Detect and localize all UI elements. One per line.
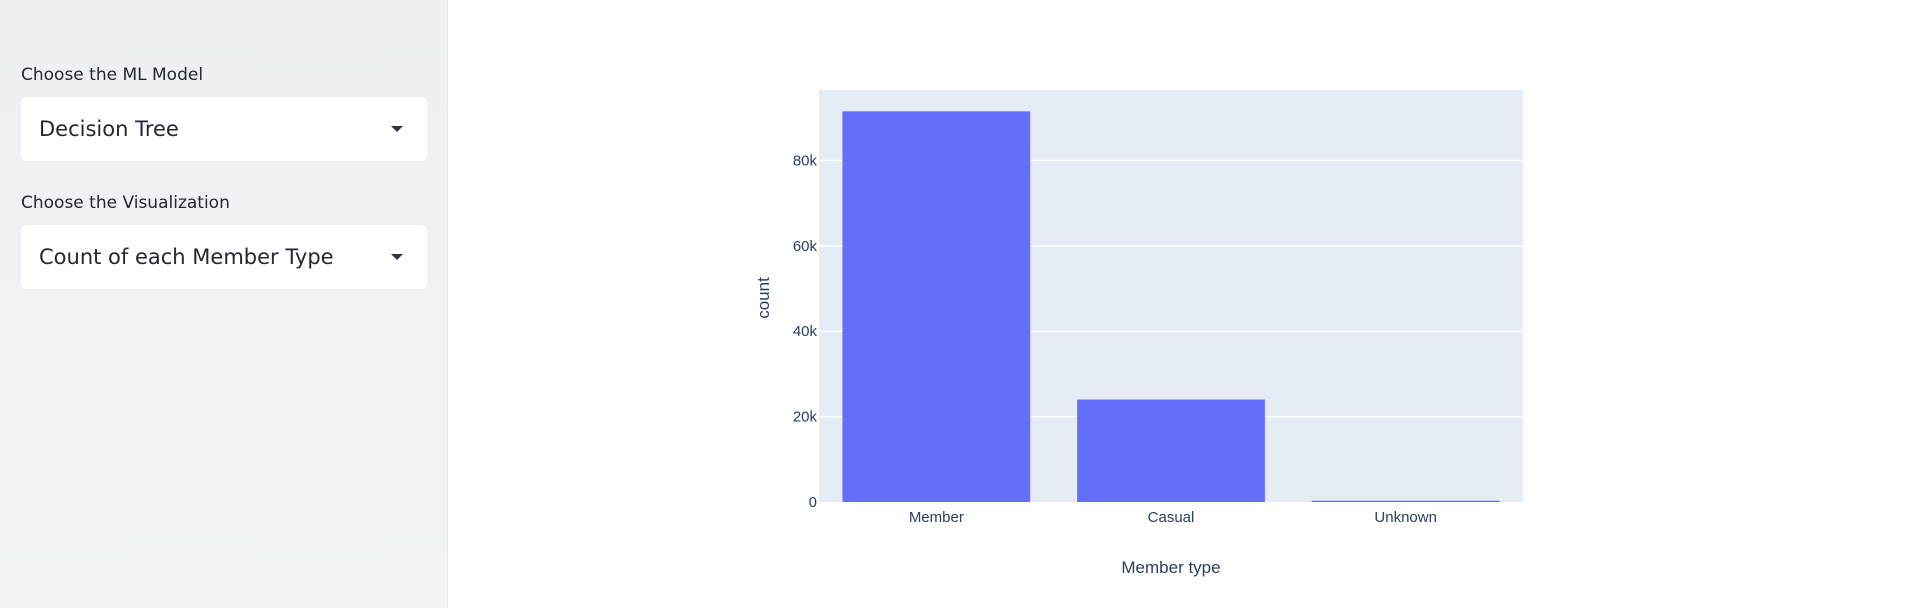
bars	[842, 111, 1500, 502]
y-tick-label: 60k	[793, 238, 818, 255]
main-content: 0 20k 40k 60k 80k Member Casual Unknown count …	[448, 0, 1920, 608]
y-tick-label: 80k	[793, 152, 818, 169]
sidebar: Choose the ML Model Decision Tree Choose…	[0, 0, 448, 608]
x-tick-labels: Member Casual Unknown	[909, 509, 1437, 526]
y-tick-label: 40k	[793, 323, 818, 340]
y-axis-title: count	[754, 277, 773, 319]
bar-member[interactable]	[842, 111, 1031, 502]
chevron-down-icon	[391, 126, 403, 132]
viz-select[interactable]: Count of each Member Type	[21, 225, 427, 289]
model-select[interactable]: Decision Tree	[21, 97, 427, 161]
x-axis-title: Member type	[1121, 558, 1220, 577]
bar-casual[interactable]	[1077, 399, 1265, 502]
chevron-down-icon	[391, 254, 403, 260]
bar-unknown[interactable]	[1311, 500, 1500, 502]
viz-select-label: Choose the Visualization	[21, 193, 230, 213]
x-tick-label: Unknown	[1374, 509, 1437, 526]
model-select-value: Decision Tree	[39, 117, 179, 141]
y-tick-label: 0	[809, 494, 817, 511]
model-select-label: Choose the ML Model	[21, 65, 204, 85]
y-tick-label: 20k	[793, 409, 818, 426]
y-tick-labels: 0 20k 40k 60k 80k	[793, 152, 818, 511]
x-tick-label: Casual	[1148, 509, 1195, 526]
viz-select-value: Count of each Member Type	[39, 245, 334, 269]
x-tick-label: Member	[909, 509, 964, 526]
